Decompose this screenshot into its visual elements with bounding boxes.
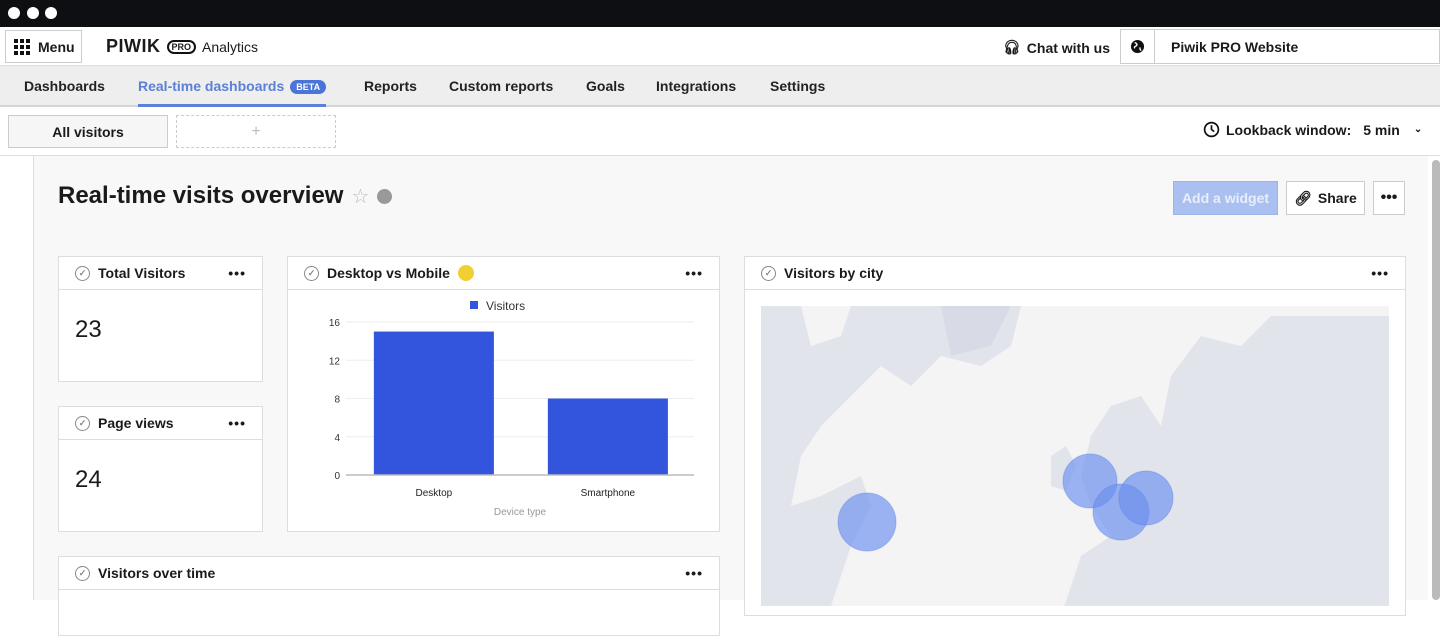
widget-title: Desktop vs Mobile [327,265,450,281]
tab-label: Integrations [656,78,737,94]
more-icon: ••• [1380,189,1398,206]
lock-icon [377,188,393,204]
headset-icon: 🎧︎ [1003,39,1021,55]
tab-real-time-dashboards[interactable]: Real-time dashboards BETA [138,78,327,108]
widget-total-visitors: ✓ Total Visitors ••• 23 [58,256,263,382]
city-bubbles [837,453,1174,552]
lookback-value: 5 min [1363,121,1400,138]
y-tick-label: 8 [334,395,340,406]
segment-label: All visitors [52,123,124,140]
tab-settings[interactable]: Settings [770,78,825,94]
tab-goals[interactable]: Goals [586,78,625,94]
menu-button[interactable]: Menu [5,30,82,63]
beta-badge: BETA [290,80,327,94]
city-bubble[interactable] [1118,470,1174,526]
tab-reports[interactable]: Reports [364,78,417,94]
add-segment-button[interactable]: + [176,115,336,148]
grid-icon [14,38,30,55]
x-tick-label: Smartphone [581,488,636,499]
y-tick-label: 0 [334,471,340,482]
tab-custom-reports[interactable]: Custom reports [449,78,553,94]
window-titlebar [0,0,1440,27]
clock-icon [1203,121,1220,138]
widget-title: Visitors by city [784,265,884,281]
add-widget-button[interactable]: Add a widget [1173,181,1278,215]
tab-integrations[interactable]: Integrations [656,78,736,94]
tab-label: Dashboards [24,78,105,94]
tab-label: Settings [770,78,826,94]
x-tick-label: Desktop [416,488,453,499]
dashboard-title: Real-time visits overview ☆ [58,182,393,210]
bar [373,331,494,475]
world-map[interactable] [761,306,1389,606]
check-circle-icon: ✓ [75,265,90,281]
widget-page-views: ✓ Page views ••• 24 [58,406,263,532]
widget-title: Page views [98,415,174,431]
bar-chart: 0 4 8 12 16 Desktop Smartphone Device type Visit… [329,299,694,518]
globe-icon [1121,30,1155,63]
tab-label: Real-time dashboards [138,78,285,94]
chat-label: Chat with us [1026,39,1111,56]
widget-visitors-over-time: ✓ Visitors over time ••• [58,556,720,636]
dashboard-toolbar: All visitors + Lookback window: 5 min ⌄ [0,107,1440,156]
chat-button[interactable]: 🎧︎ Chat with us [1003,39,1110,56]
segment-tab-all-visitors[interactable]: All visitors [8,115,168,148]
widget-title: Total Visitors [98,265,186,281]
legend-swatch [470,301,478,309]
x-axis-title: Device type [494,507,547,518]
chevron-down-icon: ⌄ [1413,124,1423,135]
widget-menu-button[interactable]: ••• [1371,265,1389,281]
y-tick-label: 12 [329,356,341,367]
menu-label: Menu [38,38,75,55]
tab-label: Goals [586,78,625,94]
city-bubble[interactable] [837,492,897,552]
widget-title: Visitors over time [98,565,216,581]
more-options-button[interactable]: ••• [1373,181,1405,215]
app-header: Menu PIWIK PRO Analytics 🎧︎ Chat with us… [0,27,1440,66]
y-tick-label: 4 [334,433,340,444]
legend-label: Visitors [486,299,525,313]
star-icon[interactable]: ☆ [351,185,370,208]
lookback-window-select[interactable]: Lookback window: 5 min ⌄ [1203,121,1422,138]
plus-icon: + [251,122,261,140]
metric-value: 23 [75,316,102,343]
logo-pro: PRO [166,39,197,54]
check-circle-icon: ✓ [304,265,319,281]
add-widget-label: Add a widget [1181,190,1270,206]
check-circle-icon: ✓ [75,565,90,581]
logo: PIWIK PRO Analytics [106,36,258,57]
logo-text: PIWIK [106,36,161,56]
y-tick-label: 16 [329,318,341,329]
widget-menu-button[interactable]: ••• [685,265,703,281]
main-nav: Dashboards Real-time dashboards BETA Repo… [0,66,1440,108]
product-name: Analytics [202,38,259,55]
site-name: Piwik PRO Website [1171,38,1299,55]
tab-label: Reports [364,78,417,94]
link-icon: 🔗︎ [1294,189,1312,206]
widget-menu-button[interactable]: ••• [685,565,703,581]
page-title: Real-time visits overview [58,182,344,209]
tab-dashboards[interactable]: Dashboards [24,78,105,94]
share-label: Share [1317,190,1357,206]
scrollbar[interactable] [1432,160,1440,600]
window-close-button[interactable] [8,7,20,19]
widget-desktop-vs-mobile: ✓ Desktop vs Mobile ••• 0 4 8 12 16 Desktop Smar… [287,256,720,532]
land-masses [761,306,1389,606]
window-minimize-button[interactable] [27,7,39,19]
tab-label: Custom reports [449,78,554,94]
share-button[interactable]: 🔗︎ Share [1286,181,1365,215]
left-sidebar [0,156,34,600]
check-circle-icon: ✓ [75,415,90,431]
widget-menu-button[interactable]: ••• [228,265,246,281]
widget-visitors-by-city: ✓ Visitors by city ••• [744,256,1406,616]
site-selector[interactable]: Piwik PRO Website [1120,29,1440,64]
bar [547,398,668,475]
metric-value: 24 [75,466,102,493]
lookback-label: Lookback window: [1226,121,1352,138]
window-maximize-button[interactable] [45,7,57,19]
filter-icon[interactable] [457,265,474,281]
widget-menu-button[interactable]: ••• [228,415,246,431]
check-circle-icon: ✓ [761,265,776,281]
